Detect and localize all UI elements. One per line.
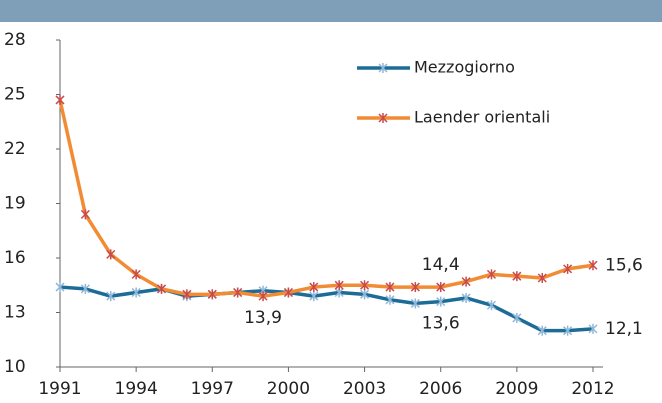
marker bbox=[537, 272, 547, 283]
marker bbox=[80, 283, 90, 294]
marker bbox=[512, 312, 522, 323]
marker bbox=[360, 280, 370, 291]
marker bbox=[385, 294, 395, 305]
marker bbox=[563, 263, 573, 274]
x-tick-label: 1994 bbox=[115, 379, 158, 399]
marker bbox=[106, 249, 116, 260]
marker bbox=[258, 291, 268, 302]
data-label: 13,6 bbox=[422, 314, 460, 334]
marker bbox=[563, 325, 573, 336]
marker bbox=[131, 269, 141, 280]
x-tick-label: 2006 bbox=[419, 379, 462, 399]
y-tick-label: 10 bbox=[4, 357, 26, 377]
marker bbox=[378, 63, 388, 73]
marker bbox=[309, 291, 319, 302]
marker bbox=[512, 271, 522, 282]
data-label: 12,1 bbox=[605, 319, 643, 339]
header-band bbox=[0, 0, 662, 22]
x-tick-label: 2012 bbox=[571, 379, 614, 399]
marker bbox=[55, 94, 65, 105]
x-tick-label: 1997 bbox=[191, 379, 234, 399]
marker bbox=[588, 323, 598, 334]
series-line bbox=[59, 285, 594, 333]
x-tick-label: 2003 bbox=[343, 379, 386, 399]
marker bbox=[410, 282, 420, 293]
marker bbox=[461, 276, 471, 287]
marker bbox=[486, 300, 497, 311]
marker bbox=[360, 289, 370, 300]
x-tick-label: 2009 bbox=[495, 379, 538, 399]
marker bbox=[486, 269, 497, 280]
x-tick-label: 1991 bbox=[38, 379, 81, 399]
data-label: 15,6 bbox=[605, 255, 643, 275]
marker bbox=[378, 113, 388, 123]
y-tick-label: 28 bbox=[4, 30, 26, 50]
marker bbox=[283, 287, 293, 298]
marker bbox=[334, 280, 344, 291]
y-tick-label: 25 bbox=[4, 85, 26, 105]
marker bbox=[309, 282, 319, 293]
y-tick-label: 13 bbox=[4, 303, 26, 323]
y-tick-label: 22 bbox=[4, 139, 26, 159]
marker bbox=[55, 282, 65, 293]
marker bbox=[436, 282, 446, 293]
marker bbox=[461, 292, 471, 303]
legend-label: Mezzogiorno bbox=[414, 58, 515, 77]
series-line bbox=[58, 99, 594, 298]
x-tick-label: 2000 bbox=[267, 379, 310, 399]
data-label: 14,4 bbox=[422, 255, 460, 275]
data-label: 13,9 bbox=[244, 308, 282, 328]
y-tick-label: 19 bbox=[4, 194, 26, 214]
marker bbox=[182, 289, 192, 300]
legend-label: Laender orientali bbox=[414, 108, 550, 127]
marker bbox=[80, 209, 90, 220]
marker bbox=[385, 282, 395, 293]
marker bbox=[207, 289, 217, 300]
y-tick-label: 16 bbox=[4, 248, 26, 268]
marker bbox=[537, 325, 547, 336]
marker bbox=[131, 287, 141, 298]
marker bbox=[106, 291, 116, 302]
marker bbox=[436, 296, 446, 307]
marker bbox=[233, 287, 243, 298]
marker bbox=[410, 298, 420, 309]
marker bbox=[156, 283, 167, 294]
marker bbox=[588, 260, 598, 271]
